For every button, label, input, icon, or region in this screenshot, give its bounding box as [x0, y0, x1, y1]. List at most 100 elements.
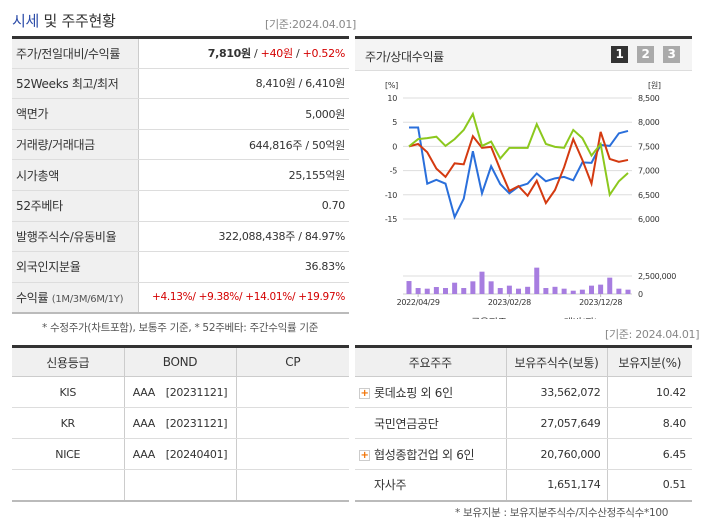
row-value: 0.70	[138, 190, 349, 222]
x-tick-label: 2023/12/28	[579, 298, 622, 307]
row-value: 644,816주 / 50억원	[138, 129, 349, 161]
table-row: + 협성종합건업 외 6인 20,760,000 6.45	[355, 438, 692, 470]
right-tick-label: 8,000	[638, 118, 660, 127]
row-value: 8,410원 / 6,410원	[138, 68, 349, 100]
table-cell	[236, 376, 349, 408]
row-label: 액면가	[12, 98, 139, 130]
credit-rating-table: 신용등급 BOND CP KIS AAA [20231121] KR AAA [20231…	[12, 345, 349, 502]
chart-header: 주가/상대수익률 1 2 3	[355, 39, 692, 71]
table-row: 국민연금공단 27,057,649 8.40	[355, 407, 692, 439]
table-row: 액면가 5,000원	[12, 98, 349, 130]
expand-icon[interactable]: +	[359, 387, 370, 399]
left-tick-label: -15	[385, 215, 397, 224]
row-label: 시가총액	[12, 159, 139, 191]
table-cell: KIS	[12, 376, 125, 408]
table-cell: KR	[12, 407, 125, 439]
volume-bar	[543, 288, 549, 294]
volume-bar	[534, 267, 540, 294]
volume-bar	[452, 282, 458, 294]
table-row: 52주베타 0.70	[12, 190, 349, 222]
volume-bar	[579, 289, 585, 294]
price-value: 7,810원 / +40원 / +0.52%	[138, 37, 349, 69]
volume-bar	[424, 288, 430, 294]
row-value: 36.83%	[138, 251, 349, 283]
table-row: + 롯데쇼핑 외 6인 33,562,072 10.42	[355, 376, 692, 408]
volume-bar	[570, 290, 576, 294]
x-tick-label: 2022/04/29	[397, 298, 440, 307]
volume-tick-label: 2,500,000	[638, 272, 676, 281]
table-cell: NICE	[12, 438, 125, 470]
col-header: 보유주식수(보통)	[506, 346, 608, 377]
left-tick-label: 5	[392, 118, 397, 127]
row-label: 주가/전일대비/수익률	[12, 37, 139, 69]
table-row: 발행주식수/유동비율 322,088,438주 / 84.97%	[12, 221, 349, 253]
volume-bar	[525, 286, 531, 294]
pct-cell: 6.45	[607, 438, 692, 470]
col-header: 신용등급	[12, 346, 125, 377]
table-row: KIS AAA [20231121]	[12, 376, 349, 408]
row-label: 52Weeks 최고/최저	[12, 68, 139, 100]
right-tick-label: 7,500	[638, 142, 660, 151]
volume-bar	[625, 289, 631, 294]
volume-bar	[506, 285, 512, 294]
right-tick-label: 8,500	[638, 94, 660, 103]
volume-bar	[461, 288, 467, 294]
table-cell	[236, 438, 349, 470]
shares-cell: 1,651,174	[506, 469, 608, 501]
table-row: 자사주 1,651,174 0.51	[355, 469, 692, 501]
volume-bar	[443, 288, 448, 294]
row-label: 거래량/거래대금	[12, 129, 139, 161]
chart-panel: 주가/상대수익률 1 2 3 [%] [원] 10 8,500 5 8,000 0 7,500…	[355, 36, 692, 319]
left-tick-label: -10	[385, 191, 397, 200]
table-row: 주가/전일대비/수익률 7,810원 / +40원 / +0.52%	[12, 37, 349, 69]
volume-bar	[598, 284, 604, 294]
volume-bar	[415, 288, 421, 294]
left-axis-label: [%]	[385, 81, 398, 90]
table-cell	[12, 469, 125, 501]
row-label: 수익률 (1M/3M/6M/1Y)	[12, 282, 139, 314]
volume-bar	[607, 277, 613, 294]
holder-name-cell: + 롯데쇼핑 외 6인	[355, 376, 507, 408]
table-cell: AAA [20231121]	[124, 376, 237, 408]
relative-return-chart: [%] [원] 10 8,500 5 8,000 0 7,500 -5 7,000 -10 6,500…	[385, 81, 677, 319]
right-axis-label: [원]	[648, 81, 661, 90]
holders-footnote: * 보유지분 : 보유지분주식수/지수산정주식수*100	[455, 507, 669, 519]
volume-bar	[497, 288, 503, 294]
chart-title: 주가/상대수익률	[365, 50, 444, 64]
volume-bar	[589, 285, 594, 294]
table-row	[12, 469, 349, 501]
page-title: 시세 및 주주현황	[12, 12, 116, 30]
expand-icon[interactable]: +	[359, 449, 370, 461]
series-line	[408, 131, 629, 206]
shares-cell: 20,760,000	[506, 438, 608, 470]
volume-bar	[470, 281, 476, 294]
base-date: [기준:2024.04.01]	[265, 18, 357, 31]
table-row: KR AAA [20231121]	[12, 407, 349, 439]
col-header: 주요주주	[355, 346, 507, 377]
table-row: 수익률 (1M/3M/6M/1Y) +4.13%/ +9.38%/ +14.01…	[12, 282, 349, 314]
chart-page-1-button[interactable]: 1	[611, 46, 628, 63]
col-header: CP	[236, 346, 349, 377]
returns-value: +4.13%/ +9.38%/ +14.01%/ +19.97%	[138, 282, 349, 314]
right-tick-label: 6,000	[638, 215, 660, 224]
volume-bar	[406, 281, 412, 294]
right-tick-label: 7,000	[638, 167, 660, 176]
table-cell: AAA [20231121]	[124, 407, 237, 439]
table-row: 거래량/거래대금 644,816주 / 50억원	[12, 129, 349, 161]
table-cell: AAA [20240401]	[124, 438, 237, 470]
left-tick-label: 10	[387, 94, 397, 103]
shares-cell: 33,562,072	[506, 376, 608, 408]
legend-label: KOSPI대비(좌)	[536, 317, 598, 319]
volume-tick-label: 0	[638, 290, 643, 299]
pct-cell: 8.40	[607, 407, 692, 439]
row-value: 322,088,438주 / 84.97%	[138, 221, 349, 253]
left-tick-label: -5	[390, 167, 398, 176]
volume-bar	[479, 271, 485, 294]
chart-page-2-button[interactable]: 2	[637, 46, 654, 63]
major-shareholders-table: 주요주주 보유주식수(보통) 보유지분(%) + 롯데쇼핑 외 6인 33,562,07…	[355, 345, 692, 502]
x-tick-label: 2023/02/28	[488, 298, 531, 307]
chart-page-3-button[interactable]: 3	[663, 46, 680, 63]
right-tick-label: 6,500	[638, 191, 660, 200]
row-label: 발행주식수/유동비율	[12, 221, 139, 253]
table-row: 52Weeks 최고/최저 8,410원 / 6,410원	[12, 68, 349, 100]
